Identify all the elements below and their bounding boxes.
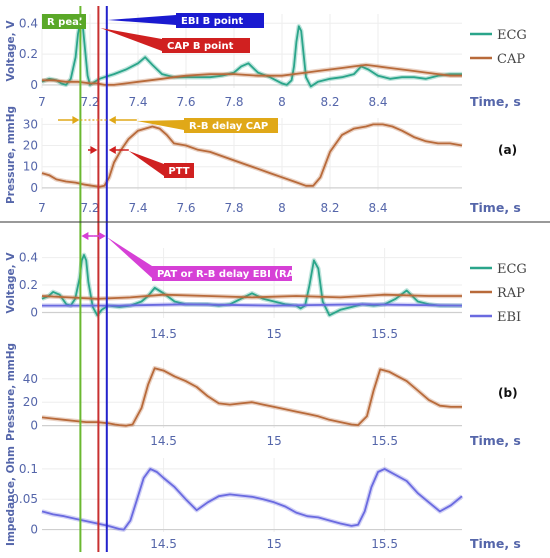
x-tick-label: 7.6: [176, 95, 195, 109]
x-axis-label: Time, s: [470, 433, 521, 448]
x-tick-label: 15.5: [371, 434, 398, 448]
annotation-pointer-ptt: [128, 151, 164, 176]
legend-label-cap: CAP: [497, 52, 525, 67]
y-tick-label: 0: [30, 419, 38, 433]
rb-delay-arrow-left-head: [72, 116, 80, 124]
y-tick-label: 20: [23, 139, 38, 153]
series-line-rap: [41, 293, 462, 300]
annotation-box-pat: [152, 266, 292, 281]
marker-layer: [79, 6, 108, 552]
x-tick-label: 7.8: [224, 201, 243, 215]
y-tick-label: 0: [30, 523, 38, 537]
y-tick-label: 0.2: [19, 278, 38, 292]
x-tick-label: 14.5: [150, 327, 177, 341]
y-axis-label: Pressure, mmHg: [5, 106, 17, 204]
x-tick-label: 7: [38, 95, 46, 109]
annotation-pat: PAT or R-B delay EBI (RAP): [157, 269, 306, 280]
panel-label-b: (b): [498, 386, 518, 400]
pat-arrow-left-head: [81, 232, 89, 240]
annotation-box-cap_b_point: [162, 38, 250, 53]
y-tick-label: 0: [30, 306, 38, 320]
y-tick-label: 0.4: [19, 251, 38, 265]
annotation-pointer-rb_delay_cap: [136, 120, 184, 130]
annotation-pointer-cap_b_point: [100, 28, 162, 51]
ptt-arrow-left-head: [90, 146, 98, 154]
x-axis-label: Time, s: [470, 94, 521, 109]
x-tick-label: 15.5: [371, 537, 398, 551]
x-tick-label: 8.2: [320, 95, 339, 109]
legend-label-ecg: ECG: [497, 28, 527, 43]
annotation-ptt: PTT: [168, 166, 189, 177]
x-axis-label: Time, s: [470, 536, 521, 551]
x-tick-label: 8.4: [368, 95, 387, 109]
x-tick-label: 8.4: [368, 201, 387, 215]
x-axis-label: Time, s: [470, 200, 521, 215]
series-line-cap: [42, 64, 462, 86]
series-line-rap: [41, 367, 462, 427]
annotation-pointer-pat: [106, 237, 152, 278]
series-line-cap: [41, 123, 463, 188]
y-tick-label: 20: [23, 395, 38, 409]
y-tick-label: 10: [23, 160, 38, 174]
ptt-arrow-right-head: [108, 146, 116, 154]
annotation-r_peak: R peak: [47, 17, 86, 28]
y-tick-label: 0.4: [19, 16, 38, 30]
legend-label-ebi: EBI: [497, 310, 521, 325]
grid-layer: [41, 14, 462, 532]
annotation-box-r_peak: [42, 14, 86, 29]
x-tick-label: 8: [278, 201, 286, 215]
series-layer: [41, 19, 464, 532]
y-tick-label: 0: [30, 78, 38, 92]
annotation-layer: R peak EBI B point CAP B point R-B delay CA…: [42, 13, 306, 281]
x-tick-label: 8: [278, 95, 286, 109]
y-tick-label: 0.05: [11, 492, 38, 506]
panel-label-a: (a): [498, 143, 517, 157]
x-tick-label: 14.5: [150, 537, 177, 551]
y-tick-label: 0.2: [19, 47, 38, 61]
annotation-box-rb_delay_cap: [184, 118, 278, 133]
annotation-box-ptt: [164, 163, 194, 178]
y-tick-label: 0.1: [19, 462, 38, 476]
x-tick-label: 7.2: [80, 201, 99, 215]
annotation-pointer-r_peak: [78, 16, 86, 28]
y-axis-label: Voltage, V: [5, 252, 17, 314]
y-tick-label: 40: [23, 372, 38, 386]
pat-arrow-right-head: [98, 232, 106, 240]
legend-label-ecg: ECG: [497, 262, 527, 277]
y-axis-label: Impedance, Ohm: [5, 446, 17, 546]
legend-label-rap: RAP: [497, 286, 525, 301]
series-line-ecg: [41, 20, 462, 88]
annotation-rb_delay_cap: R-B delay CAP: [189, 121, 268, 132]
series-line-cap-shadow: [41, 122, 463, 190]
annotation-cap_b_point: CAP B point: [167, 41, 234, 52]
annotation-pointer-ebi_b_point: [107, 15, 176, 25]
x-tick-label: 7.6: [176, 201, 195, 215]
annotation-box-ebi_b_point: [176, 13, 264, 28]
x-tick-label: 8.2: [320, 201, 339, 215]
rb-delay-arrow-right-head: [108, 116, 116, 124]
x-tick-label: 15: [266, 327, 281, 341]
x-tick-label: 14.5: [150, 434, 177, 448]
x-tick-label: 15: [266, 434, 281, 448]
x-tick-label: 7: [38, 201, 46, 215]
x-tick-label: 7.4: [128, 201, 147, 215]
x-tick-label: 7.4: [128, 95, 147, 109]
x-tick-label: 15: [266, 537, 281, 551]
series-line-ebi: [41, 468, 463, 531]
annotation-ebi_b_point: EBI B point: [181, 16, 243, 27]
y-axis-label: Voltage, V: [5, 20, 17, 82]
y-tick-label: 30: [23, 117, 38, 131]
y-tick-label: 0: [30, 181, 38, 195]
x-tick-label: 15.5: [371, 327, 398, 341]
x-tick-label: 7.2: [80, 95, 99, 109]
x-tick-label: 7.8: [224, 95, 243, 109]
y-axis-label: Pressure, mmHg: [5, 343, 17, 441]
